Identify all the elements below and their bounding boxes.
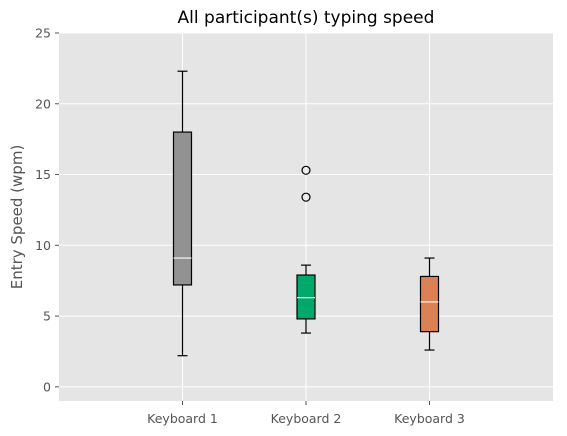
box-body xyxy=(172,131,193,286)
y-tick-label: 20 xyxy=(35,96,51,111)
y-tick-labels: 0 5 10 15 20 25 xyxy=(35,26,59,394)
y-tick-label: 5 xyxy=(43,309,51,324)
y-tick-label: 25 xyxy=(35,26,51,41)
x-tick-labels: Keyboard 1 Keyboard 2 Keyboard 3 xyxy=(147,401,465,426)
y-tick-label: 15 xyxy=(35,167,51,182)
outlier-point xyxy=(301,165,311,175)
box-body xyxy=(419,275,440,333)
x-tick-label: Keyboard 2 xyxy=(271,411,342,426)
boxes-group xyxy=(172,70,440,357)
box-1 xyxy=(172,70,193,357)
chart-title: All participant(s) typing speed xyxy=(178,8,435,28)
box-2 xyxy=(296,165,316,334)
y-tick-label: 0 xyxy=(43,379,51,394)
y-tick-label: 10 xyxy=(35,238,51,253)
x-tick-label: Keyboard 1 xyxy=(147,411,218,426)
x-tick-label: Keyboard 3 xyxy=(394,411,465,426)
box-3 xyxy=(419,257,440,351)
box-body xyxy=(296,274,316,320)
y-axis-label: Entry Speed (wpm) xyxy=(8,145,26,290)
outlier-point xyxy=(301,192,311,202)
